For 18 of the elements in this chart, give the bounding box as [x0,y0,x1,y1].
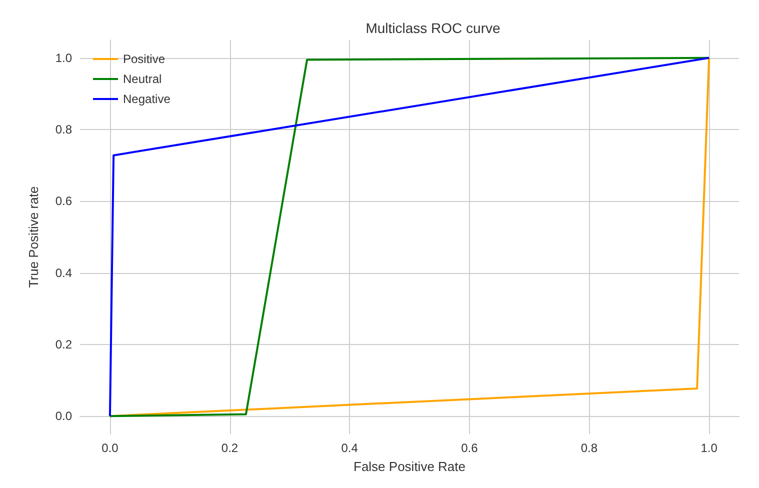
x-tick-label: 0.2 [221,441,238,455]
x-tick-label: 0.0 [102,441,119,455]
x-tick-label: 0.4 [341,441,358,455]
y-tick-label: 0.2 [55,337,72,352]
legend-label: Neutral [123,72,162,86]
x-tick-label: 0.8 [580,441,598,455]
y-tick-label: 0.6 [55,194,72,208]
y-axis-title: True Positive rate [26,186,41,288]
y-tick-label: 0.0 [55,409,72,424]
legend-label: Positive [123,52,166,66]
legend-label: Negative [123,92,171,106]
x-axis-title: False Positive Rate [354,459,466,474]
y-tick-label: 1.0 [55,50,72,65]
x-tick-label: 1.0 [700,441,718,455]
y-tick-label: 0.8 [55,122,72,137]
y-tick-label: 0.4 [55,266,72,280]
x-tick-label: 0.6 [461,441,478,455]
chart-title: Multiclass ROC curve [366,20,500,36]
